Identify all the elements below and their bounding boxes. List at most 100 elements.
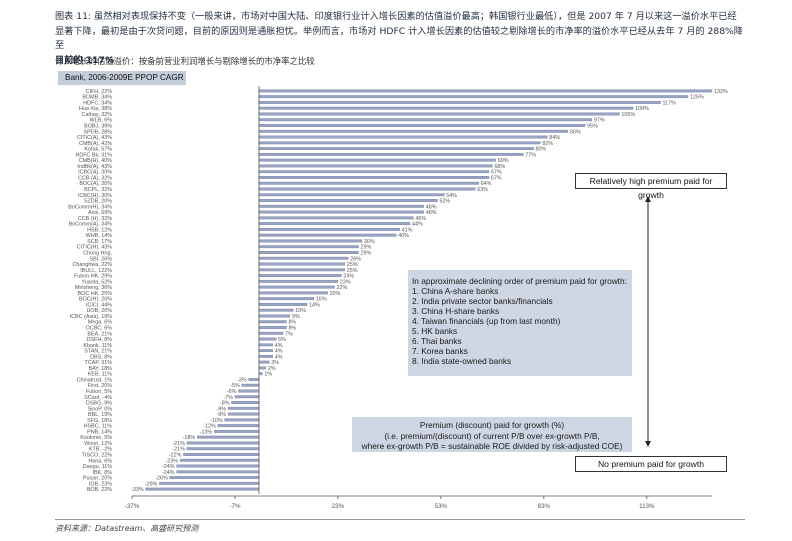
bar	[258, 170, 490, 174]
value-label: 2%	[268, 366, 276, 372]
bar	[258, 95, 689, 99]
bar	[258, 314, 291, 318]
bar	[258, 164, 493, 168]
category-label: Chong Hng,	[83, 250, 112, 256]
category-label: BBL, 19%	[88, 412, 112, 418]
no-premium-label: No premium paid for growth	[575, 456, 727, 472]
bar	[258, 372, 263, 376]
bar	[258, 124, 586, 127]
category-label: WLB, 6%	[90, 118, 113, 124]
category-label: DBS, 8%	[90, 354, 112, 360]
value-label: 16%	[316, 297, 327, 303]
category-label: First, 20%	[88, 383, 112, 389]
bar	[258, 141, 541, 145]
category-label: BOC(A), 20%	[79, 181, 112, 187]
category-label: BoComm(H), 34%	[68, 204, 112, 210]
value-label: 69%	[498, 158, 509, 164]
value-label: 30%	[364, 239, 375, 245]
value-label: 20%	[330, 291, 341, 297]
value-label: 80%	[536, 147, 547, 153]
x-tick-label: 53%	[435, 503, 448, 510]
category-label: Kbank, 11%	[83, 343, 112, 349]
x-axis-group: -37% -7% 23% 53% 83% 113%	[125, 86, 712, 510]
value-label: 54%	[446, 193, 457, 199]
bar	[258, 152, 524, 156]
category-label: SFG, 18%	[87, 418, 112, 424]
x-tick-label: 113%	[639, 503, 655, 510]
value-label: -13%	[200, 429, 213, 435]
value-label: -23%	[165, 458, 178, 464]
bar	[248, 378, 260, 381]
bar	[145, 487, 260, 491]
category-label: BCPL, 32%	[84, 187, 112, 193]
source-note: 资料来源：Datastream、高盛研究预测	[55, 524, 199, 533]
arrow-down-head	[645, 441, 651, 447]
category-label: Fubon HK, 29%	[74, 274, 112, 280]
bar	[258, 210, 424, 214]
category-label: PNB, 14%	[87, 429, 112, 435]
category-label: STAN, 21%	[84, 349, 112, 355]
bar	[258, 291, 328, 295]
category-label: DSFH, 8%	[87, 337, 113, 343]
value-label: -29%	[145, 481, 158, 487]
category-label: HSBC, 11%	[84, 424, 113, 430]
category-label: BOC HK, 25%	[78, 291, 113, 297]
category-label: CMB(A), 42%	[79, 141, 112, 147]
caption-line-1: 图表 11: 虽然相对表现保持不变（一般来讲，市场对中国大陆、印度银行业计入增长…	[55, 11, 737, 22]
bar	[258, 106, 634, 110]
bar	[258, 354, 273, 358]
value-label: -21%	[172, 447, 185, 453]
bar	[258, 262, 345, 266]
value-label: 117%	[663, 100, 677, 106]
premium-definition-title: Premium (discount) paid for growth (%)	[419, 420, 565, 430]
value-label: 97%	[594, 118, 605, 124]
category-label: Pusan, 20%	[83, 476, 112, 482]
value-label: -8%	[220, 401, 230, 407]
value-label: -5%	[230, 383, 240, 389]
category-labels-group: CIFH, 22%BOMB, 34%HDFC, 34%Hua Xia, 38%C…	[68, 89, 112, 493]
category-label: ICBC(A), 30%	[78, 170, 112, 176]
legend-item: 8. India state-owned banks	[412, 356, 512, 366]
value-label: 3%	[271, 360, 279, 366]
value-label: 82%	[542, 141, 553, 147]
legend-item: 7. Korea banks	[412, 346, 468, 356]
value-label: 8%	[288, 320, 296, 326]
legend-item: 3. China H-share banks	[412, 306, 500, 316]
bar	[258, 158, 496, 162]
value-label: 63%	[477, 187, 488, 193]
value-label: 4%	[275, 349, 283, 355]
category-label: HDFC Bk, 31%	[75, 152, 112, 158]
bar	[176, 464, 260, 468]
category-label: SBI, 26%	[90, 256, 113, 262]
bar	[224, 418, 260, 422]
bar	[258, 135, 548, 139]
bar	[258, 343, 273, 347]
bar	[258, 204, 424, 208]
value-label: 84%	[549, 135, 560, 141]
bar	[186, 447, 260, 451]
high-premium-label: Relatively high premium paid for growth	[575, 173, 727, 200]
bar	[258, 349, 273, 353]
bar	[258, 297, 315, 301]
legend-item: 6. Thai banks	[412, 336, 462, 346]
category-label: Fubon, 5%	[86, 389, 112, 395]
category-label: BOMB, 34%	[82, 95, 112, 101]
bar	[258, 320, 287, 324]
value-label: 95%	[587, 124, 598, 130]
category-label: SCard, -4%	[84, 395, 112, 401]
value-label: -18%	[183, 435, 196, 441]
bar	[258, 308, 294, 312]
figure-subcaption: 计入增长的估值溢价：按备前营业利润增长与剔除增长的市净率之比较	[55, 56, 315, 66]
category-label: CITIC(H), 43%	[77, 245, 113, 251]
bar	[231, 401, 260, 404]
value-label: 29%	[361, 250, 372, 256]
category-label: Yuanta, 52%	[81, 279, 112, 285]
value-label: -24%	[162, 470, 175, 476]
value-label: -21%	[172, 441, 185, 447]
figure-caption: 图表 11: 虽然相对表现保持不变（一般来讲，市场对中国大陆、印度银行业计入增长…	[55, 10, 745, 68]
bar	[258, 199, 438, 202]
category-label: SCB, 17%	[87, 239, 112, 245]
category-label: IndBk(A), 43%	[77, 164, 112, 170]
x-tick-label: -37%	[125, 503, 140, 510]
value-label: 25%	[347, 262, 358, 268]
